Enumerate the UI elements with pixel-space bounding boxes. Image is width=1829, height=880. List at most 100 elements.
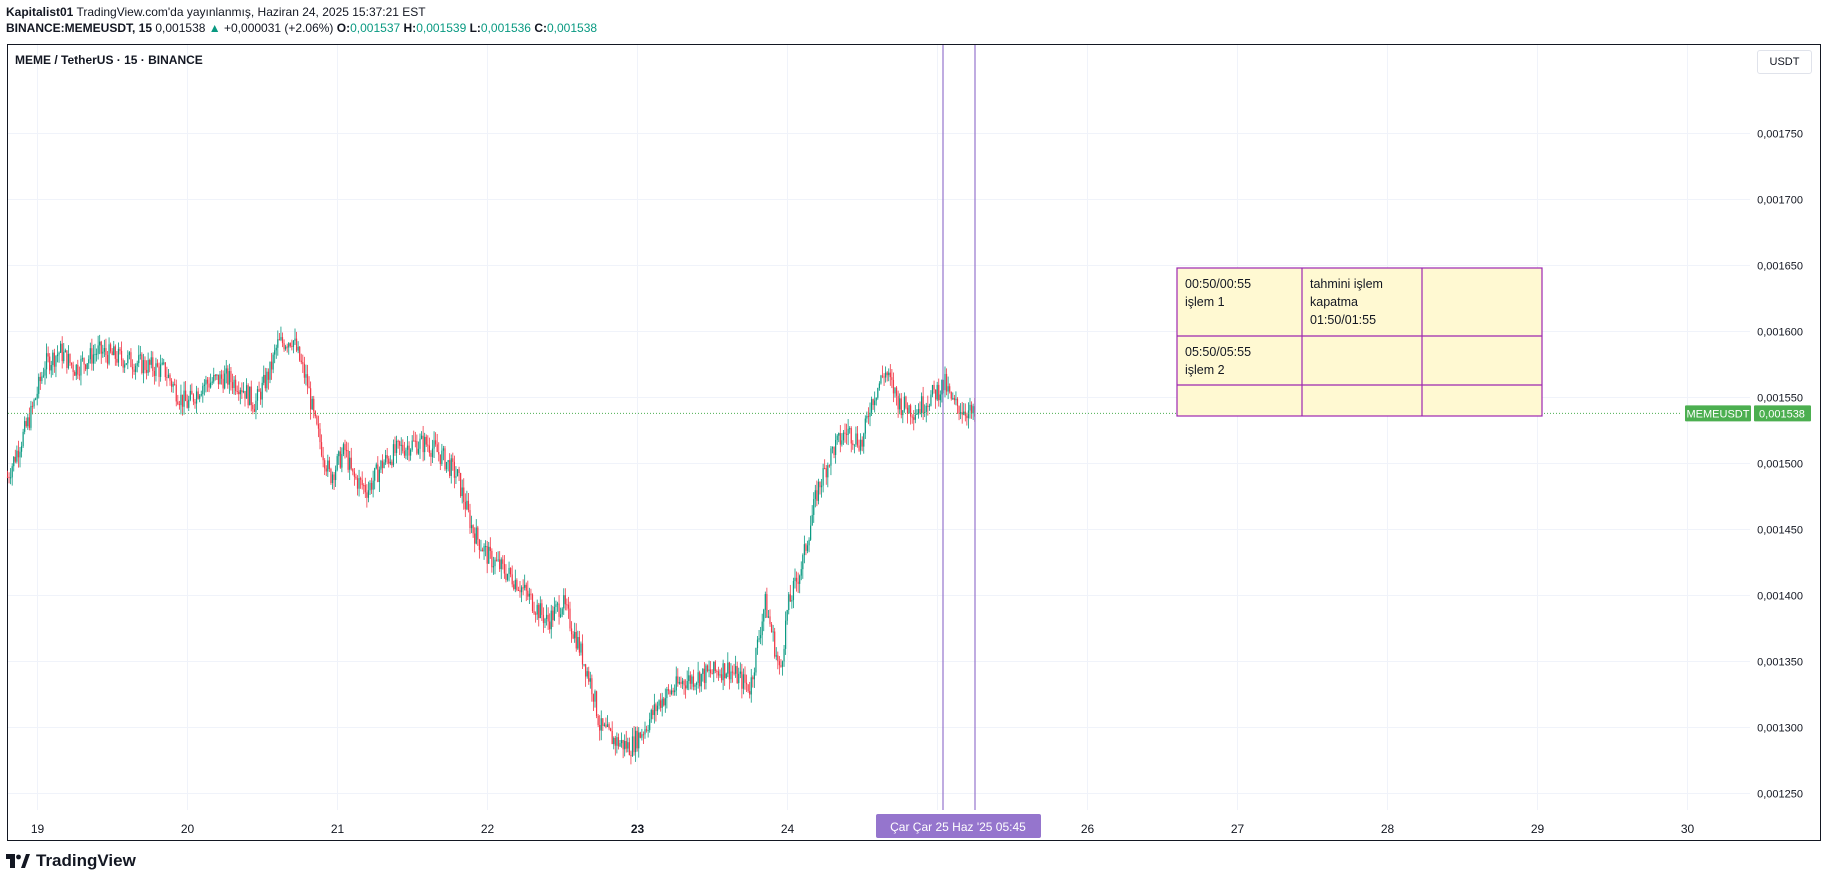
candle-body [795, 577, 798, 582]
candle-body [16, 450, 18, 462]
candle-body [327, 460, 329, 472]
candle-body [661, 698, 663, 708]
currency-button[interactable]: USDT [1757, 50, 1812, 74]
candle-body [510, 567, 512, 575]
candle-body [777, 655, 779, 662]
candle-body [913, 417, 915, 420]
candle-body [841, 440, 843, 445]
candle-body [155, 363, 157, 376]
candle-body [186, 400, 188, 408]
note-table-cell: 00:50/00:55 işlem 1 [1185, 277, 1251, 309]
candle-body [545, 614, 548, 619]
candle-body [955, 398, 957, 401]
candle-body [722, 663, 724, 681]
candle-body [519, 590, 521, 593]
candle-body [861, 439, 863, 447]
candle-body [650, 710, 652, 720]
candle-body [202, 386, 204, 395]
candle-body [342, 444, 345, 455]
candle-body [136, 363, 138, 366]
candle-body [744, 674, 746, 683]
candle-body [530, 593, 532, 595]
candle-body [291, 345, 293, 347]
candle-body [908, 405, 910, 414]
candle-body [539, 603, 541, 619]
candle-body [738, 673, 740, 684]
candle-body [939, 394, 941, 401]
candle-body [452, 458, 454, 462]
candle-body [520, 587, 523, 593]
candle-body [408, 445, 410, 456]
note-table-cell [1185, 392, 1298, 415]
candle-body [299, 346, 301, 361]
candle-body [255, 400, 257, 412]
candle-body [358, 478, 360, 489]
candle-body [439, 454, 441, 464]
candle-body [502, 559, 504, 564]
candle-body [64, 350, 66, 353]
candle-body [839, 433, 841, 445]
candle-body [583, 664, 585, 666]
candle-body [492, 566, 495, 568]
brand-name: TradingView [36, 851, 136, 870]
price-change: +0,000031 (+2.06%) [224, 21, 334, 35]
candle-body [447, 460, 449, 463]
candle-body [770, 624, 773, 632]
candle-body [764, 594, 766, 610]
candle-body [310, 388, 312, 410]
candle-body [791, 600, 793, 602]
tradingview-logo[interactable]: TradingView [6, 851, 136, 871]
candle-body [563, 595, 565, 609]
candle-body [335, 469, 337, 481]
candle-body [917, 409, 920, 414]
candle-body [225, 368, 227, 374]
candle-body [588, 671, 590, 682]
candle-body [700, 673, 702, 687]
candle-body [83, 358, 85, 365]
candle-body [192, 394, 195, 402]
candle-body [883, 376, 885, 378]
candle-body [708, 669, 710, 671]
candle-body [224, 373, 226, 389]
candle-body [189, 390, 191, 400]
candle-body [67, 353, 70, 368]
candle-body [320, 442, 323, 456]
symbol-price-tag [1685, 405, 1751, 422]
candle-body [75, 364, 77, 376]
candle-body [788, 594, 790, 611]
candle-body [641, 734, 643, 738]
candle-body [660, 700, 662, 708]
candle-body [817, 481, 820, 501]
note-table[interactable] [1176, 267, 1543, 417]
candle-body [956, 398, 959, 407]
candle-body [494, 559, 496, 567]
candle-body [820, 485, 823, 488]
candle-body [281, 337, 284, 344]
candle-body [213, 375, 215, 382]
candle-body [758, 638, 760, 640]
author-name: Kapitalist01 [6, 5, 74, 19]
candle-body [324, 460, 326, 469]
candle-body [345, 450, 348, 452]
y-tick-label: 0,001550 [1757, 393, 1803, 405]
candle-body [45, 353, 48, 370]
candle-body [394, 444, 396, 454]
candle-body [139, 354, 141, 356]
candle-body [886, 372, 888, 376]
candle-body [460, 472, 462, 497]
candle-body [6, 476, 9, 478]
candle-body [411, 440, 413, 450]
symbol-price-tag-label: MEMEUSDT [1687, 408, 1750, 420]
candle-body [880, 375, 882, 384]
candle-body [185, 390, 187, 401]
candle-body [816, 490, 818, 501]
candle-body [625, 741, 627, 749]
candle-body [50, 365, 52, 371]
candle-body [416, 440, 418, 454]
y-tick-label: 0,001700 [1757, 195, 1803, 207]
candle-body [199, 395, 201, 399]
candle-body [424, 436, 426, 453]
candle-body [325, 468, 327, 472]
note-table-cell-text: tahmini işlem kapatma 01:50/01:55 [1310, 277, 1383, 327]
